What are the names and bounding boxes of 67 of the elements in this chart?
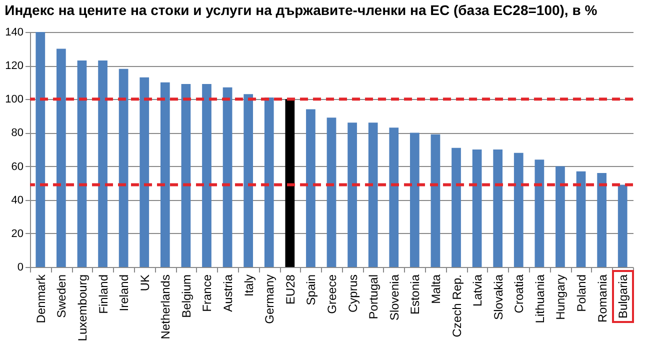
x-tick-label: Slovenia: [387, 274, 402, 321]
y-tick-label: 140: [5, 26, 24, 38]
bar: [264, 97, 274, 267]
bar: [222, 87, 232, 267]
x-tick-label: Estonia: [408, 274, 422, 315]
bar: [452, 148, 461, 267]
x-tick-label: Portugal: [366, 274, 381, 320]
bar: [576, 171, 586, 267]
x-tick-label: Luxembourg: [75, 274, 90, 342]
bar: [306, 109, 316, 267]
x-tick-label: Greece: [325, 274, 339, 314]
x-tick-label: EU28: [283, 274, 298, 305]
y-tick-label: 80: [11, 127, 24, 140]
bar: [410, 132, 420, 267]
bar: [77, 60, 87, 267]
x-tick-label: Bulgaria: [616, 274, 630, 319]
x-tick-label: Cyprus: [346, 274, 360, 313]
bar: [36, 32, 46, 267]
x-tick-label: Italy: [242, 274, 256, 297]
x-tick-label: UK: [138, 274, 152, 292]
bar: [368, 122, 378, 267]
x-tick-label: Austria: [221, 274, 236, 312]
x-tick-label: Latvia: [470, 274, 485, 307]
bar: [56, 48, 66, 267]
x-tick-label: Hungary: [554, 274, 568, 320]
x-tick-label: Netherlands: [158, 274, 173, 340]
bar: [181, 84, 191, 267]
bar: [140, 77, 150, 267]
x-tick-label: Croatia: [512, 274, 526, 314]
x-tick-label: Germany: [262, 274, 277, 324]
bar: [514, 152, 524, 267]
y-tick-label: 120: [5, 60, 24, 72]
bar: [118, 68, 128, 267]
x-tick-label: France: [200, 274, 214, 312]
x-tick-label: Finland: [96, 274, 110, 314]
bar: [493, 150, 503, 267]
y-tick-label: 0: [17, 262, 24, 274]
x-tick-label: Lithuania: [532, 274, 547, 324]
x-tick-label: Malta: [428, 274, 443, 304]
bar: [98, 60, 108, 267]
bar: [618, 184, 628, 267]
bar: [556, 166, 565, 267]
x-tick-label: Slovakia: [491, 274, 506, 320]
bar: [430, 134, 440, 267]
x-tick-label: Spain: [304, 274, 318, 306]
x-tick-label: Romania: [595, 274, 610, 323]
x-tick-label: Denmark: [34, 274, 48, 324]
x-tick-label: Poland: [574, 274, 589, 312]
y-tick-label: 40: [11, 194, 24, 206]
bar: [202, 84, 212, 267]
y-tick-label: 60: [11, 160, 24, 173]
bar: [597, 173, 606, 267]
bar: [389, 128, 399, 267]
x-tick-label: Sweden: [54, 274, 69, 318]
bar: [244, 94, 254, 267]
x-tick-label: Belgium: [179, 274, 194, 318]
bar: [326, 118, 336, 267]
x-tick-label: Ireland: [117, 274, 132, 312]
bar: [285, 99, 295, 267]
bar: [160, 82, 170, 267]
bar: [472, 150, 482, 267]
x-tick-label: Czech Rep.: [450, 274, 464, 338]
y-tick-label: 100: [5, 94, 24, 106]
bar: [348, 122, 357, 267]
bar: [534, 160, 544, 267]
chart-title: Индекс на цените на стоки и услуги на държавите-членки на ЕС (база ЕС28=100), в %: [4, 2, 598, 18]
y-tick-label: 20: [11, 228, 24, 240]
